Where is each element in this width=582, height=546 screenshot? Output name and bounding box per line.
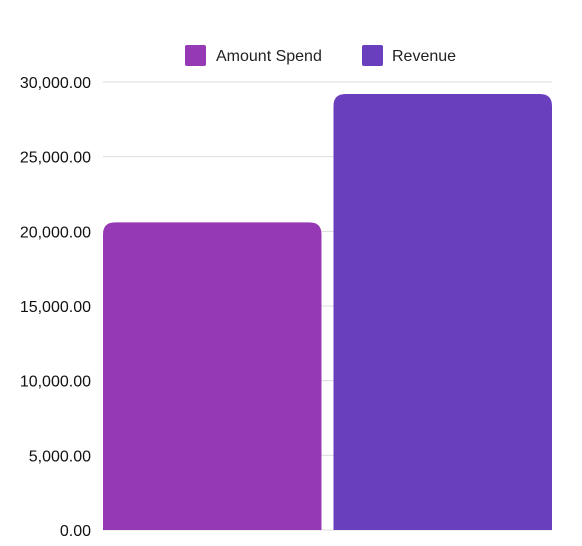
y-tick-label-4: 20,000.00	[20, 224, 91, 241]
legend: Amount Spend Revenue	[185, 45, 456, 66]
legend-label-revenue: Revenue	[392, 48, 456, 65]
legend-swatch-amount-spend	[185, 45, 206, 66]
legend-swatch-revenue	[362, 45, 383, 66]
y-tick-label-2: 10,000.00	[20, 374, 91, 391]
y-tick-label-0: 0.00	[60, 523, 91, 540]
bars	[103, 93, 553, 531]
legend-item-amount-spend[interactable]: Amount Spend	[185, 45, 322, 66]
bar-amount-spend[interactable]	[103, 222, 322, 530]
bar-revenue[interactable]	[333, 93, 553, 531]
legend-label-amount-spend: Amount Spend	[216, 48, 322, 65]
y-tick-label-1: 5,000.00	[29, 448, 91, 465]
y-tick-label-6: 30,000.00	[20, 75, 91, 92]
legend-item-revenue[interactable]: Revenue	[362, 45, 456, 66]
y-axis-tick-labels: 0.00 5,000.00 10,000.00 15,000.00 20,000.00 2…	[20, 75, 91, 540]
y-tick-label-5: 25,000.00	[20, 150, 91, 167]
y-tick-label-3: 15,000.00	[20, 299, 91, 316]
